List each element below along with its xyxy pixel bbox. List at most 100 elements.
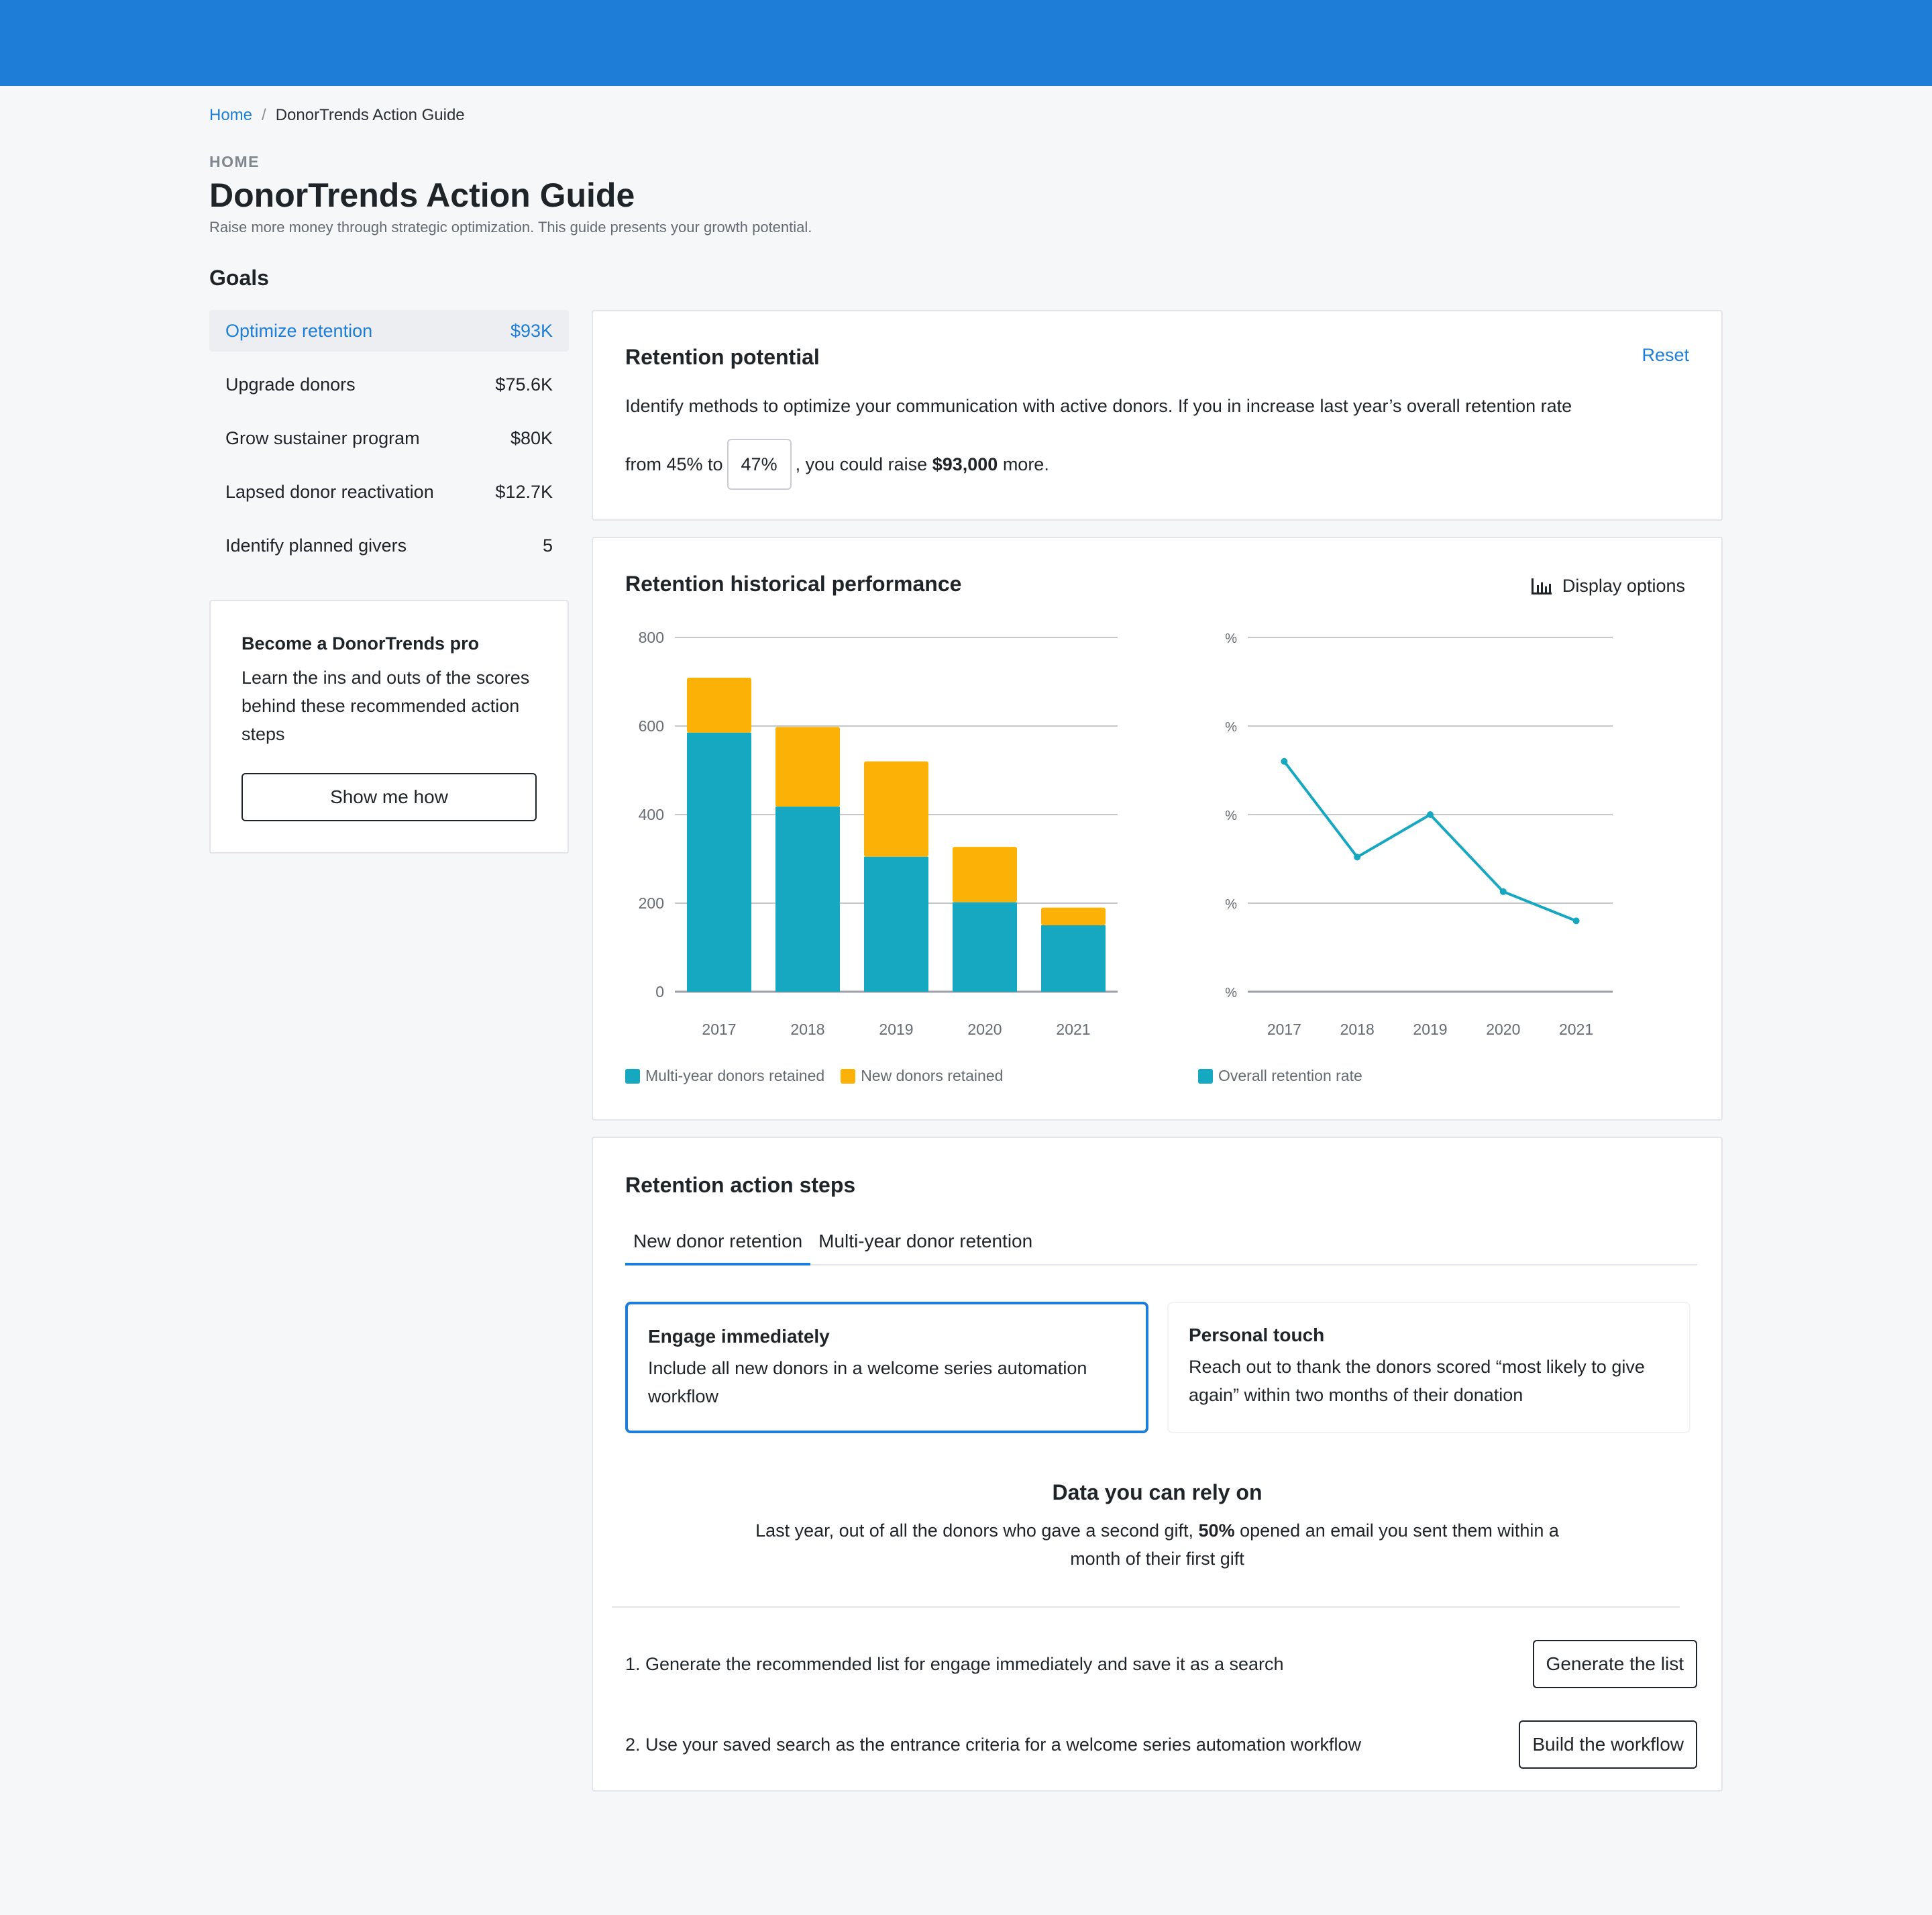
goal-label: Lapsed donor reactivation xyxy=(225,481,434,502)
rely-pre: Last year, out of all the donors who gav… xyxy=(755,1520,1194,1541)
x-tick-label: 2020 xyxy=(967,1021,1002,1038)
retention-line-chart: %%%%% 2017 2018 2019 2020 2021 xyxy=(1225,631,1613,1038)
y-tick-label: % xyxy=(1225,897,1237,912)
legend-label: New donors retained xyxy=(861,1067,1004,1084)
action-step-text: 2. Use your saved search as the entrance… xyxy=(625,1734,1361,1755)
breadcrumb-current: DonorTrends Action Guide xyxy=(275,106,465,124)
bar-segment xyxy=(953,902,1017,992)
retention-potential-sentence: from 45% to 47% , you could raise $93,00… xyxy=(625,439,1049,490)
bar-segment xyxy=(1041,925,1106,992)
tab-new-donor-retention[interactable]: New donor retention xyxy=(625,1227,811,1265)
bar-segment xyxy=(775,807,840,992)
page-subtitle: Raise more money through strategic optim… xyxy=(209,219,812,236)
goal-grow-sustainer[interactable]: Grow sustainer program $80K xyxy=(209,417,569,459)
more-text: more. xyxy=(1002,454,1049,474)
retention-potential-title: Retention potential xyxy=(625,345,820,369)
legend-swatch-overall-rate xyxy=(1198,1068,1213,1084)
x-tick-label: 2018 xyxy=(790,1021,824,1038)
goal-value: $75.6K xyxy=(495,374,553,395)
legend-overall-rate: Overall retention rate xyxy=(1198,1067,1362,1085)
y-tick-label: 800 xyxy=(639,629,664,646)
bar-segment xyxy=(687,732,751,992)
x-tick-label: 2021 xyxy=(1559,1021,1593,1038)
breadcrumb: Home / DonorTrends Action Guide xyxy=(209,106,465,125)
raise-amount: $93,000 xyxy=(932,454,998,474)
bar-segment xyxy=(775,727,840,807)
bar-segment xyxy=(953,847,1017,902)
goal-value: $12.7K xyxy=(495,481,553,502)
y-tick-label: 600 xyxy=(639,717,664,735)
action-tabs: New donor retention Multi-year donor ret… xyxy=(625,1227,1697,1265)
breadcrumb-home-link[interactable]: Home xyxy=(209,106,253,124)
step-card-title: Engage immediately xyxy=(648,1326,830,1347)
x-tick-label: 2019 xyxy=(1413,1021,1447,1038)
data-point xyxy=(1354,853,1361,861)
y-tick-label: % xyxy=(1225,720,1237,735)
legend-label: Multi-year donors retained xyxy=(645,1067,825,1084)
breadcrumb-separator: / xyxy=(262,106,266,124)
data-point xyxy=(1281,758,1288,765)
step-card-title: Personal touch xyxy=(1189,1325,1325,1345)
y-tick-label: % xyxy=(1225,809,1237,823)
retention-potential-description: Identify methods to optimize your commun… xyxy=(625,396,1572,416)
action-steps-title: Retention action steps xyxy=(625,1173,856,1197)
goal-value: 5 xyxy=(542,535,553,556)
goal-upgrade-donors[interactable]: Upgrade donors $75.6K xyxy=(209,364,569,405)
retention-bar-chart: 0 200 400 600 800 2017 2018 2019 2020 2021 xyxy=(639,629,1118,1038)
historical-performance-title: Retention historical performance xyxy=(625,572,962,596)
generate-list-button[interactable]: Generate the list xyxy=(1532,1640,1697,1688)
data-point xyxy=(1499,888,1507,895)
goal-optimize-retention[interactable]: Optimize retention $93K xyxy=(209,310,569,352)
bar-chart-icon xyxy=(1531,578,1552,594)
bar-chart-legend: Multi-year donors retained New donors re… xyxy=(625,1067,1003,1085)
build-workflow-button[interactable]: Build the workflow xyxy=(1519,1720,1697,1769)
goal-lapsed-reactivation[interactable]: Lapsed donor reactivation $12.7K xyxy=(209,471,569,513)
show-me-how-button[interactable]: Show me how xyxy=(241,773,537,821)
step-card-body: Reach out to thank the donors scored “mo… xyxy=(1189,1357,1645,1405)
goal-value: $93K xyxy=(510,320,553,341)
goal-value: $80K xyxy=(510,427,553,448)
x-tick-label: 2018 xyxy=(1340,1021,1375,1038)
section-divider xyxy=(612,1606,1680,1608)
rely-post: opened an email you sent them within a m… xyxy=(1070,1520,1559,1569)
bar-segment xyxy=(1041,907,1106,925)
legend-multi-year: Multi-year donors retained xyxy=(625,1067,824,1085)
bar-segment xyxy=(864,856,928,992)
promo-title: Become a DonorTrends pro xyxy=(241,633,480,654)
x-tick-label: 2017 xyxy=(1267,1021,1301,1038)
y-tick-label: 400 xyxy=(639,806,664,823)
y-tick-label: % xyxy=(1225,986,1237,1000)
action-step-1: 1. Generate the recommended list for eng… xyxy=(625,1640,1697,1688)
goal-planned-givers[interactable]: Identify planned givers 5 xyxy=(209,525,569,566)
display-options-label: Display options xyxy=(1562,576,1685,596)
retention-rate-input[interactable]: 47% xyxy=(727,439,792,490)
action-step-text: 1. Generate the recommended list for eng… xyxy=(625,1653,1284,1674)
data-point xyxy=(1572,917,1580,925)
goals-heading: Goals xyxy=(209,266,269,290)
top-bar xyxy=(0,0,1932,86)
legend-swatch-new-donors xyxy=(841,1068,856,1084)
x-tick-label: 2019 xyxy=(879,1021,913,1038)
legend-swatch-multi-year xyxy=(625,1068,640,1084)
goal-label: Identify planned givers xyxy=(225,535,407,556)
rely-title: Data you can rely on xyxy=(1052,1480,1263,1504)
goal-label: Optimize retention xyxy=(225,320,373,341)
legend-new-donors: New donors retained xyxy=(841,1067,1003,1085)
data-point xyxy=(1427,811,1434,818)
personal-touch-card[interactable]: Personal touch Reach out to thank the do… xyxy=(1167,1302,1690,1433)
x-tick-label: 2020 xyxy=(1486,1021,1520,1038)
x-tick-label: 2017 xyxy=(702,1021,736,1038)
pro-promo-card: Become a DonorTrends pro Learn the ins a… xyxy=(209,600,569,853)
y-tick-label: 0 xyxy=(655,983,664,1000)
goal-label: Grow sustainer program xyxy=(225,427,420,448)
x-tick-label: 2021 xyxy=(1056,1021,1090,1038)
retention-potential-card: Retention potential Reset Identify metho… xyxy=(592,310,1723,521)
y-tick-label: 200 xyxy=(639,894,664,912)
raise-text: , you could raise xyxy=(795,454,928,474)
engage-immediately-card[interactable]: Engage immediately Include all new donor… xyxy=(625,1302,1148,1433)
action-steps-card: Retention action steps New donor retenti… xyxy=(592,1137,1723,1792)
display-options-button[interactable]: Display options xyxy=(1530,576,1685,597)
action-step-2: 2. Use your saved search as the entrance… xyxy=(625,1720,1697,1769)
reset-link[interactable]: Reset xyxy=(1642,345,1689,365)
tab-multi-year-retention[interactable]: Multi-year donor retention xyxy=(818,1231,1033,1251)
